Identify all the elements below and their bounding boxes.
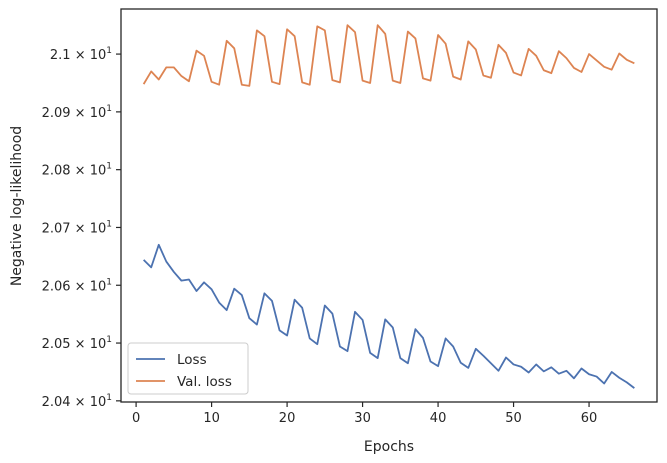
y-tick-label: 2.04 × 101 [42,393,112,410]
y-tick-label: 2.08 × 101 [42,162,112,179]
plot-lines [142,24,635,389]
x-tick-label: 60 [581,411,598,426]
legend-label-loss: Loss [177,352,207,368]
x-axis-label: Epochs [364,439,414,455]
series-line-loss [143,243,635,389]
series-line-val-loss [142,24,635,87]
y-tick-label: 2.05 × 101 [42,335,112,352]
legend-label-val-loss: Val. loss [177,374,232,390]
plot-frame [120,8,658,403]
y-tick-label: 2.09 × 101 [42,104,112,121]
y-axis-ticks: 2.04 × 101 2.05 × 101 2.06 × 101 2.07 × 101… [42,46,121,410]
x-axis-ticks: 0 10 20 30 40 50 60 [132,402,597,426]
x-tick-label: 20 [279,411,296,426]
y-tick-label: 2.07 × 101 [42,219,112,236]
x-tick-label: 40 [430,411,447,426]
x-tick-label: 30 [354,411,371,426]
x-tick-label: 50 [505,411,522,426]
y-tick-label: 2.1 × 101 [50,46,112,63]
legend: Loss Val. loss [127,342,249,395]
x-tick-label: 10 [203,411,220,426]
x-tick-label: 0 [132,411,140,426]
y-axis-label: Negative log-likelihood [9,126,25,286]
y-tick-label: 2.06 × 101 [42,277,112,294]
